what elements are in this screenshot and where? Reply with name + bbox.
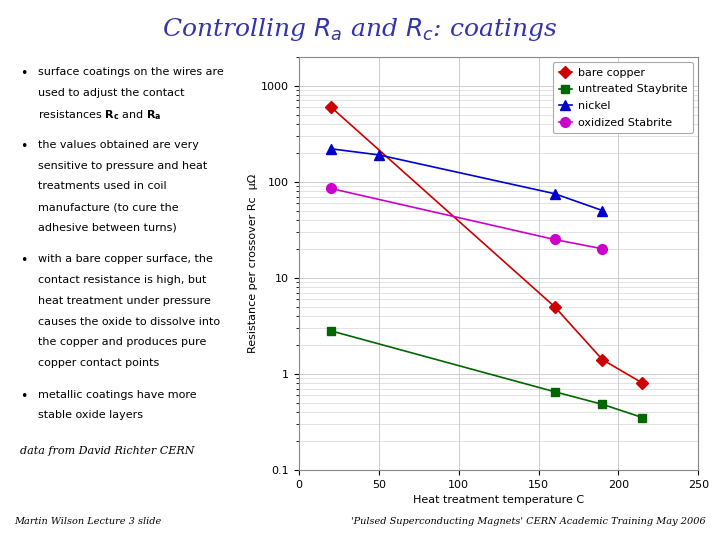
nickel — [326, 146, 335, 152]
Text: •: • — [19, 140, 27, 153]
Text: surface coatings on the wires are: surface coatings on the wires are — [38, 67, 224, 77]
Text: treatments used in coil: treatments used in coil — [38, 181, 167, 192]
Text: metallic coatings have more: metallic coatings have more — [38, 390, 197, 400]
nickel — [374, 152, 383, 158]
Text: causes the oxide to dissolve into: causes the oxide to dissolve into — [38, 316, 220, 327]
Text: 'Pulsed Superconducting Magnets' CERN Academic Training May 2006: 'Pulsed Superconducting Magnets' CERN Ac… — [351, 517, 706, 526]
oxidized Stabrite — [550, 236, 559, 242]
nickel — [550, 191, 559, 197]
Text: data from David Richter CERN: data from David Richter CERN — [19, 446, 194, 456]
Text: contact resistance is high, but: contact resistance is high, but — [38, 275, 207, 285]
oxidized Stabrite — [598, 246, 607, 252]
X-axis label: Heat treatment temperature C: Heat treatment temperature C — [413, 495, 584, 505]
Text: stable oxide layers: stable oxide layers — [38, 410, 143, 421]
Text: the values obtained are very: the values obtained are very — [38, 140, 199, 150]
Text: sensitive to pressure and heat: sensitive to pressure and heat — [38, 161, 207, 171]
Text: •: • — [19, 67, 27, 80]
bare copper — [326, 104, 335, 110]
bare copper — [598, 356, 607, 363]
Y-axis label: Resistance per crossover Rc  μΩ: Resistance per crossover Rc μΩ — [248, 174, 258, 353]
Line: untreated Staybrite: untreated Staybrite — [327, 327, 647, 422]
nickel — [598, 207, 607, 214]
Text: the copper and produces pure: the copper and produces pure — [38, 338, 207, 347]
Text: Martin Wilson Lecture 3 slide: Martin Wilson Lecture 3 slide — [14, 517, 162, 526]
Text: heat treatment under pressure: heat treatment under pressure — [38, 296, 211, 306]
oxidized Stabrite — [326, 185, 335, 192]
Text: resistances $\mathbf{R_c}$ and $\mathbf{R_a}$: resistances $\mathbf{R_c}$ and $\mathbf{… — [38, 109, 162, 122]
Text: Controlling $R_a$ and $R_c$: coatings: Controlling $R_a$ and $R_c$: coatings — [163, 16, 557, 43]
Text: with a bare copper surface, the: with a bare copper surface, the — [38, 254, 213, 265]
bare copper — [638, 380, 647, 386]
Text: •: • — [19, 254, 27, 267]
Legend: bare copper, untreated Staybrite, nickel, oxidized Stabrite: bare copper, untreated Staybrite, nickel… — [553, 62, 693, 133]
Line: bare copper: bare copper — [327, 103, 647, 387]
Text: copper contact points: copper contact points — [38, 358, 160, 368]
Text: used to adjust the contact: used to adjust the contact — [38, 87, 185, 98]
Text: manufacture (to cure the: manufacture (to cure the — [38, 202, 179, 212]
Line: oxidized Stabrite: oxidized Stabrite — [326, 184, 608, 254]
bare copper — [550, 303, 559, 310]
Text: adhesive between turns): adhesive between turns) — [38, 223, 177, 233]
Text: •: • — [19, 390, 27, 403]
Line: nickel: nickel — [326, 144, 608, 215]
untreated Staybrite — [326, 328, 335, 334]
untreated Staybrite — [638, 414, 647, 421]
untreated Staybrite — [598, 401, 607, 408]
untreated Staybrite — [550, 388, 559, 395]
